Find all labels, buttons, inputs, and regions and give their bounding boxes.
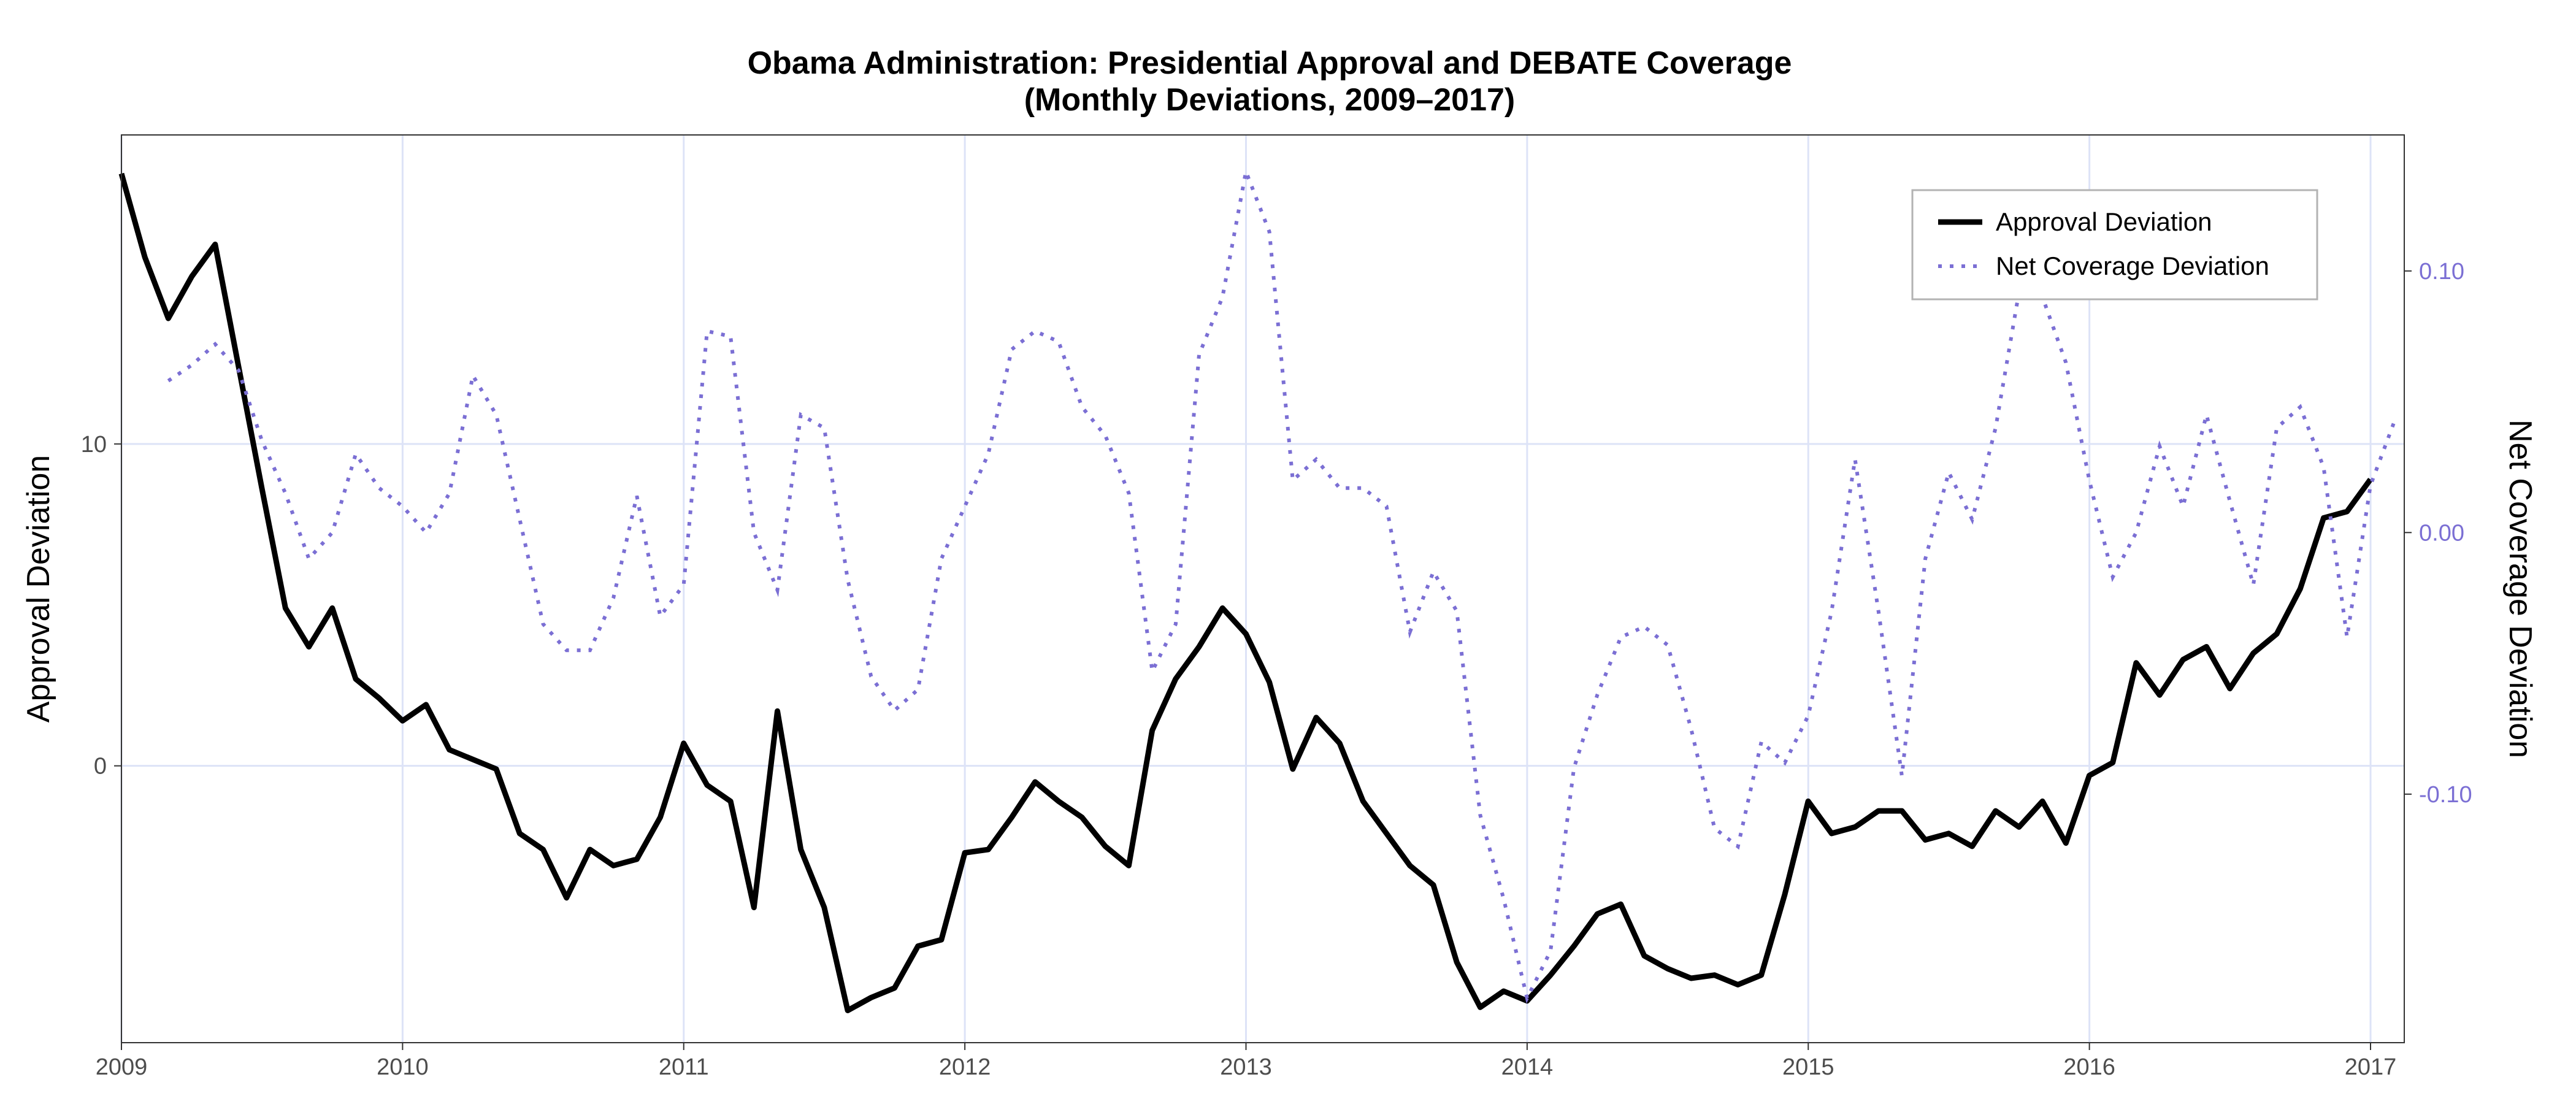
approval-line [118,172,2373,1013]
y2-tick-label: -0.10 [2419,782,2472,808]
y-axis-left: 0 10 [81,432,121,780]
x-tick-label: 2011 [659,1054,709,1080]
series-layer [118,164,2396,1013]
y2-tick-label: 0.10 [2419,259,2464,285]
x-tick-label: 2010 [377,1054,429,1080]
legend-label-coverage: Net Coverage Deviation [1996,251,2269,280]
chart-subtitle: (Monthly Deviations, 2009–2017) [1024,82,1516,118]
x-tick-label: 2015 [1782,1054,1834,1080]
legend-label-approval: Approval Deviation [1996,207,2212,236]
plot-border [121,134,2405,1043]
x-axis: 2009 2010 2011 2012 2013 2014 2015 2016 2017 [96,1043,2397,1080]
x-tick-label: 2009 [96,1054,148,1080]
y-axis-right: -0.10 0.00 0.10 [2404,259,2472,808]
y2-axis-title: Net Coverage Deviation [2502,420,2538,758]
legend-box [1911,189,2318,301]
x-tick-label: 2012 [939,1054,991,1080]
legend: Approval Deviation Net Coverage Deviatio… [1911,189,2318,301]
x-tick-label: 2013 [1220,1054,1272,1080]
chart-title: Obama Administration: Presidential Appro… [748,45,1792,81]
x-tick-label: 2016 [2063,1054,2115,1080]
y2-tick-label: 0.00 [2419,520,2464,546]
x-tick-label: 2014 [1501,1054,1554,1080]
x-tick-label: 2017 [2345,1054,2397,1080]
y-axis-title: Approval Deviation [21,455,56,723]
y-tick-label: 10 [81,432,107,458]
y-tick-label: 0 [94,754,107,780]
